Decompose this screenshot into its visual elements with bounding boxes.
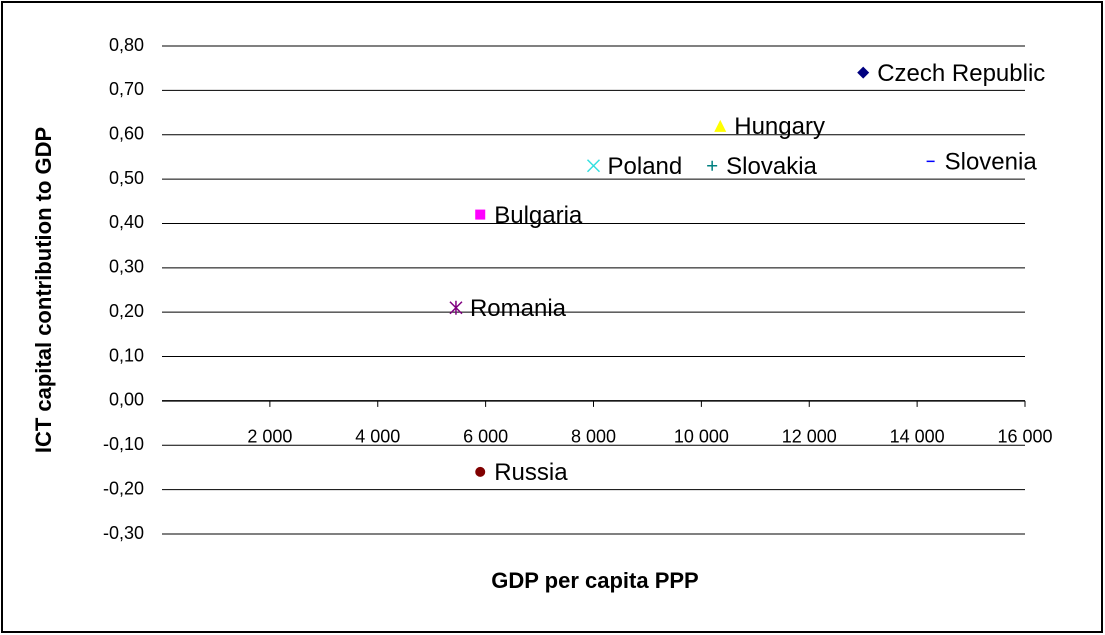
marker [714,119,727,132]
x-tick-label: 16 000 [997,427,1052,447]
x-tick-label: 14 000 [890,427,945,447]
marker [475,209,486,220]
y-tick-label: 0,00 [109,390,144,410]
data-label: Slovenia [945,149,1038,176]
x-tick-label: 12 000 [782,427,837,447]
marker [857,66,870,79]
x-tick-label: 4 000 [355,427,400,447]
y-axis-title: ICT capital contribution to GDP [31,127,56,453]
data-label: Hungary [734,113,825,140]
data-label: Slovakia [726,153,817,180]
data-label: Czech Republic [877,60,1045,87]
marker [449,300,463,315]
y-tick-label: 0,60 [109,123,144,143]
x-tick-label: 2 000 [247,427,292,447]
y-tick-label: 0,80 [109,35,144,55]
x-tick-label: 6 000 [463,427,508,447]
y-tick-label: -0,10 [103,434,144,454]
marker [707,160,718,171]
y-tick-label: -0,30 [103,523,144,543]
data-label: Romania [470,295,567,322]
y-tick-label: 0,70 [109,79,144,99]
x-tick-label: 8 000 [571,427,616,447]
y-tick-label: 0,50 [109,168,144,188]
marker [475,466,486,477]
x-axis-title: GDP per capita PPP [491,568,698,593]
data-label: Russia [494,459,568,486]
data-label: Poland [608,153,683,180]
y-tick-label: 0,20 [109,301,144,321]
data-label: Bulgaria [494,202,583,229]
y-tick-label: 0,10 [109,345,144,365]
y-tick-label: 0,30 [109,257,144,277]
y-tick-label: 0,40 [109,212,144,232]
y-tick-label: -0,20 [103,478,144,498]
marker [586,159,601,173]
x-tick-label: 10 000 [674,427,729,447]
